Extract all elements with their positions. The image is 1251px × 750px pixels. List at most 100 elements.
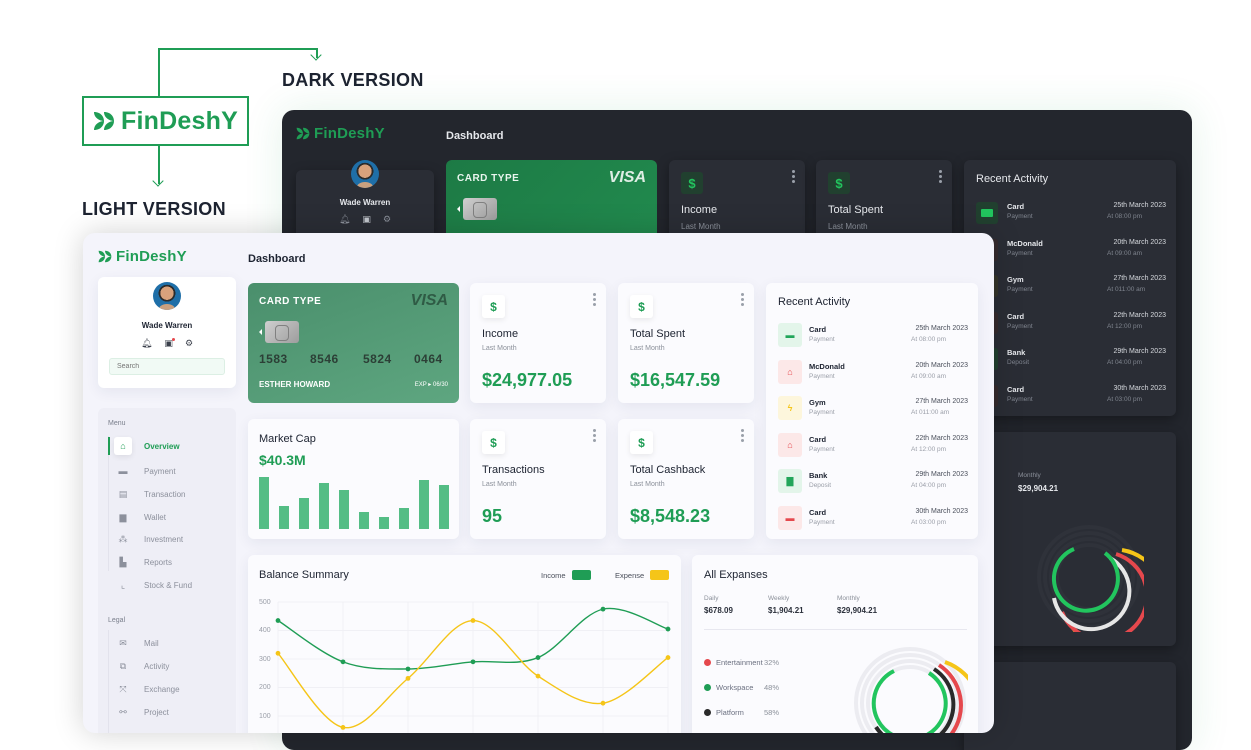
activity-name: McDonald (809, 361, 845, 371)
period-value: $29,904.21 (837, 606, 878, 615)
arrow-down-icon (152, 175, 164, 187)
sidebar-item-label: Activity (144, 661, 170, 671)
notification-inbox-icon[interactable]: ▣ (362, 214, 371, 224)
activity-date: 29th March 2023 (915, 471, 968, 479)
card-icon: ▬ (778, 323, 802, 347)
recent-activity-panel: Recent Activity ▬ Card Payment 25th March 2… (766, 283, 978, 539)
category-percent: 48% (764, 683, 780, 692)
app-logo[interactable]: FinDeshY (98, 248, 187, 265)
activity-type: Payment (809, 409, 835, 417)
data-point[interactable] (470, 659, 476, 665)
sidebar-item-label: Investment (144, 534, 184, 544)
activity-date: 25th March 2023 (915, 325, 968, 332)
leaf-logo-icon (98, 250, 112, 263)
gear-icon[interactable]: ⚙ (382, 214, 392, 224)
activity-type: Payment (1007, 396, 1033, 403)
sidebar-item-activity[interactable]: ⧉ Activity (114, 657, 229, 675)
legend-dot (704, 684, 711, 691)
activity-icon: ⧉ (119, 660, 127, 671)
light-dashboard: FinDeshY Dashboard Wade Warren 🔔︎ ▣ ⚙ Me… (83, 233, 994, 733)
data-point[interactable] (535, 655, 541, 660)
activity-type: Payment (809, 519, 835, 526)
activity-time: At 08:00 pm (911, 336, 947, 343)
sidebar-item-mail[interactable]: ✉ Mail (114, 634, 229, 652)
sidebar-item-overview[interactable]: ⌂ Overview (114, 437, 229, 455)
activity-row[interactable]: ▇ Bank Deposit 29th March 2023 At 04:00 pm (778, 469, 968, 497)
data-point[interactable] (340, 659, 346, 665)
data-point[interactable] (275, 618, 281, 623)
credit-card[interactable]: CARD TYPE VISA (446, 160, 657, 240)
activity-name: Card (1007, 385, 1025, 394)
activity-row[interactable]: ▬ Card Payment 25th March 2023 At 08:00 pm (778, 323, 968, 351)
panel-title: Recent Activity (778, 296, 851, 308)
brand-name: FinDeshY (121, 106, 238, 135)
more-options-icon[interactable] (593, 293, 596, 306)
stat-value: $16,547.59 (630, 370, 721, 390)
app-logo[interactable]: FinDeshY (296, 125, 385, 142)
sidebar-item-reports[interactable]: ▙ Reports (114, 553, 229, 571)
activity-row[interactable]: McDonald Payment 20th March 2023 At 09:0… (976, 237, 1166, 265)
period-daily: Daily $678.09 (704, 595, 733, 615)
data-point[interactable] (340, 725, 346, 730)
activity-time: At 08:00 pm (1107, 213, 1143, 220)
data-point[interactable] (470, 618, 476, 623)
data-point[interactable] (600, 700, 606, 706)
gear-icon[interactable]: ⚙ (184, 338, 194, 348)
bell-icon[interactable]: 🔔︎ (140, 338, 153, 348)
monthly-value: $29,904.21 (1018, 484, 1059, 493)
activity-row[interactable]: ⌂ Card Payment 22th March 2023 At 12:00 pm (778, 432, 968, 461)
stat-label: Income (482, 328, 519, 340)
logo-text: FinDeshY (116, 248, 187, 265)
sidebar-item-stock-fund[interactable]: ⌞ Stock & Fund (114, 576, 229, 594)
activity-row[interactable]: Bank Deposit 29th March 2023 At 04:00 pm (976, 346, 1166, 374)
bell-icon[interactable]: 🔔︎ (338, 214, 351, 224)
stat-period: Last Month (681, 222, 721, 231)
all-expanses-panel: All Expanses Daily $678.09 Weekly $1,904… (692, 555, 978, 733)
credit-card[interactable]: CARD TYPE VISA 1583 8546 5824 0464 ESTHE… (248, 283, 459, 403)
category-label: Entertainment (716, 658, 763, 667)
sidebar-item-transaction[interactable]: ▤ Transaction (114, 485, 229, 503)
activity-row[interactable]: ⌂ McDonald Payment 20th March 2023 At 09:00 … (778, 359, 968, 388)
data-point[interactable] (405, 666, 411, 672)
payment-card-icon: ▬ (118, 466, 128, 476)
data-point[interactable] (275, 650, 281, 656)
sidebar-item-payment[interactable]: ▬ Payment (114, 462, 229, 480)
activity-time: At 011:00 am (1107, 286, 1146, 293)
sidebar-item-exchange[interactable]: ⤧ Exchange (114, 680, 229, 698)
notification-inbox-icon[interactable]: ▣ (164, 338, 175, 348)
data-point[interactable] (665, 655, 671, 660)
data-point[interactable] (405, 675, 411, 681)
category-percent: 58% (764, 708, 780, 717)
sidebar-item-wallet[interactable]: ▆ Wallet (114, 508, 229, 526)
page-title: Dashboard (248, 253, 306, 265)
card-number-group: 0464 (414, 352, 443, 366)
dollar-icon: $ (630, 431, 653, 454)
activity-row[interactable]: Card Payment 25th March 2023 At 08:00 pm (976, 200, 1166, 228)
data-point[interactable] (665, 626, 671, 632)
data-point[interactable] (535, 673, 541, 679)
search-input[interactable] (109, 358, 225, 375)
activity-row[interactable]: Card Payment 30th March 2023 At 03:00 pm (976, 383, 1166, 411)
sidebar-item-investment[interactable]: ⁂ Investment (114, 530, 229, 548)
activity-name: Card (809, 508, 827, 517)
sidebar-item-project[interactable]: ⚯ Project (114, 703, 229, 721)
balance-line-chart (275, 601, 671, 733)
market-cap-bar (339, 490, 349, 529)
activity-date: 22th March 2023 (1113, 312, 1166, 319)
activity-row[interactable]: ▬ Card Payment 30th March 2023 At 03:00 pm (778, 506, 968, 534)
more-options-icon[interactable] (741, 429, 744, 442)
more-options-icon[interactable] (593, 429, 596, 442)
activity-row[interactable]: Gym Payment 27th March 2023 At 011:00 am (976, 273, 1166, 301)
more-options-icon[interactable] (792, 170, 795, 183)
investment-icon: ⁂ (118, 533, 128, 544)
legend-expense: Expense (615, 570, 670, 580)
menu-track (108, 436, 109, 571)
avatar[interactable] (153, 282, 181, 310)
avatar[interactable] (351, 160, 379, 188)
activity-row[interactable]: Card Payment 22th March 2023 At 12:00 pm (976, 310, 1166, 338)
more-options-icon[interactable] (741, 293, 744, 306)
activity-row[interactable]: ϟ Gym Payment 27th March 2023 At 011:00 am (778, 396, 968, 424)
more-options-icon[interactable] (939, 170, 942, 183)
activity-time: At 011:00 am (911, 409, 950, 417)
data-point[interactable] (600, 606, 606, 612)
